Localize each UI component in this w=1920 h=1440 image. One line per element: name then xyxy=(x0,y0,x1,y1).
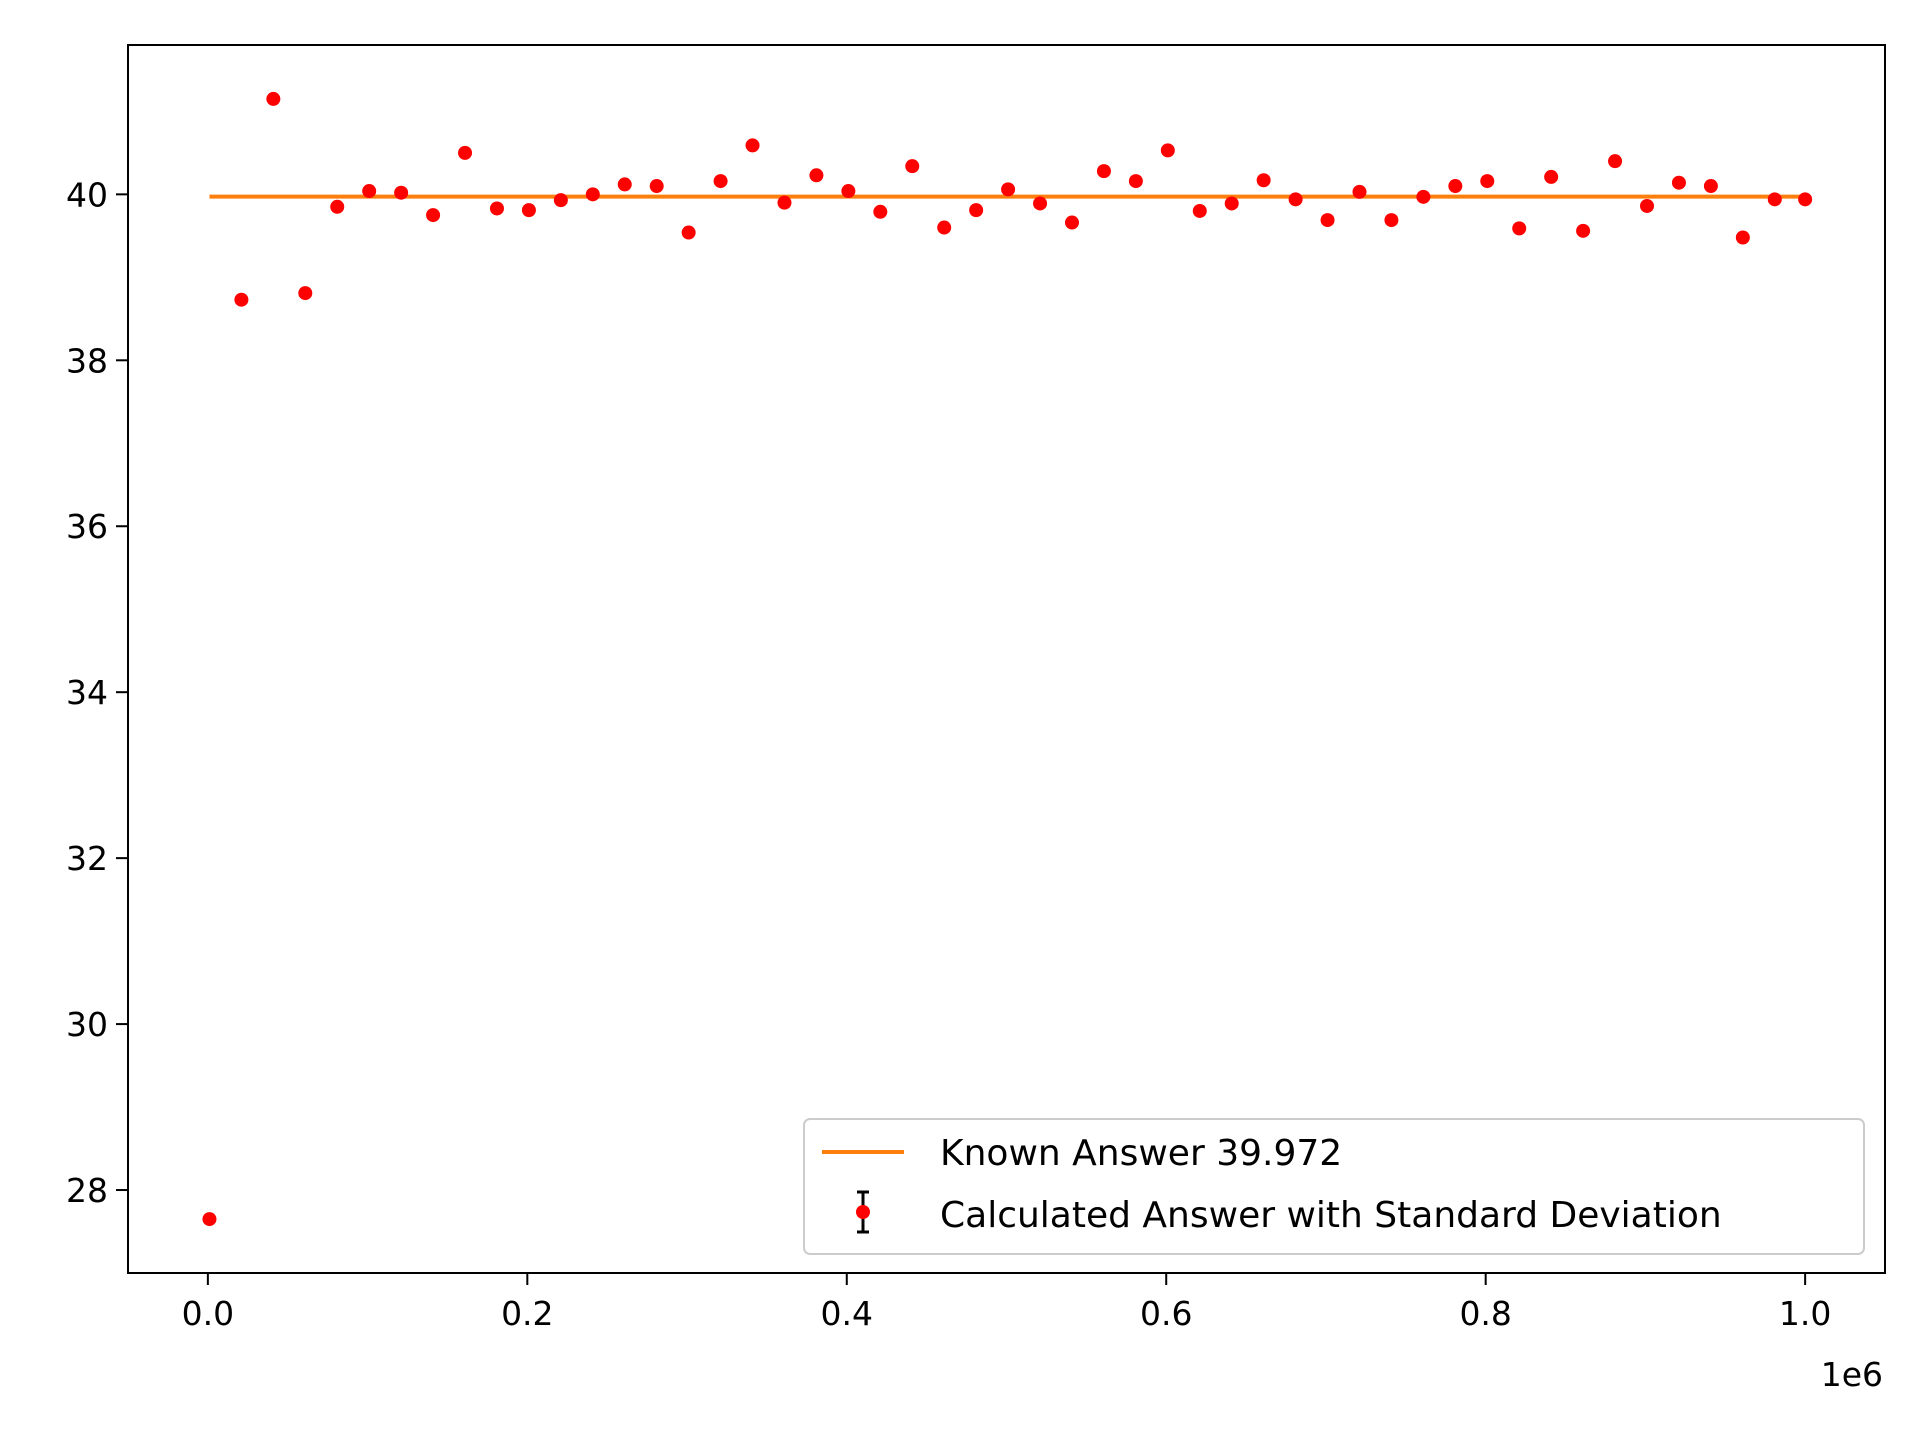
legend-point-marker xyxy=(856,1205,870,1219)
data-point xyxy=(1735,230,1750,245)
data-point xyxy=(937,220,952,235)
data-point xyxy=(458,145,473,160)
x-tick-label: 0.2 xyxy=(501,1294,553,1333)
data-point xyxy=(1033,196,1048,211)
data-point xyxy=(617,177,632,192)
data-point xyxy=(1608,154,1623,169)
data-point xyxy=(553,193,568,208)
data-point xyxy=(1001,182,1016,197)
legend-label-known-answer: Known Answer 39.972 xyxy=(940,1133,1342,1174)
data-point xyxy=(1416,189,1431,204)
data-point xyxy=(266,91,281,106)
data-point xyxy=(841,184,856,199)
data-point xyxy=(1798,192,1813,207)
data-point xyxy=(713,174,728,189)
data-point xyxy=(234,292,249,307)
y-tick-label: 34 xyxy=(66,673,108,712)
x-tick-label: 0.8 xyxy=(1459,1294,1511,1333)
x-axis: 0.0 0.2 0.4 0.6 0.8 1.0 xyxy=(182,1273,1831,1333)
data-point xyxy=(1576,223,1591,238)
y-tick-label: 28 xyxy=(66,1171,108,1210)
x-tick-label: 0.0 xyxy=(182,1294,234,1333)
data-point xyxy=(681,225,696,240)
data-point xyxy=(298,286,313,301)
data-point xyxy=(330,199,345,214)
data-point xyxy=(1224,196,1239,211)
y-axis: 28 30 32 34 36 38 40 xyxy=(66,175,128,1210)
y-tick-label: 40 xyxy=(66,175,108,214)
data-point xyxy=(585,187,600,202)
data-point xyxy=(1320,213,1335,228)
data-point xyxy=(202,1212,217,1227)
plot-frame xyxy=(127,44,1886,1274)
data-point xyxy=(649,179,664,194)
x-tick-label: 0.4 xyxy=(821,1294,873,1333)
legend: Known Answer 39.972 Calculated Answer wi… xyxy=(803,1118,1865,1255)
y-tick-label: 32 xyxy=(66,839,108,878)
data-point xyxy=(521,203,536,218)
series-layer xyxy=(202,91,1813,1227)
data-point xyxy=(873,204,888,219)
data-point xyxy=(1703,179,1718,194)
data-point xyxy=(1288,192,1303,207)
legend-frame xyxy=(803,1118,1865,1255)
y-tick-label: 36 xyxy=(66,507,108,546)
x-tick-label: 1.0 xyxy=(1779,1294,1831,1333)
plot-area xyxy=(128,45,1885,1273)
data-point xyxy=(1256,173,1271,188)
data-point xyxy=(1448,179,1463,194)
data-point xyxy=(426,208,441,223)
data-point xyxy=(1352,184,1367,199)
data-point xyxy=(1767,192,1782,207)
x-axis-offset-label: 1e6 xyxy=(1821,1355,1883,1394)
data-point xyxy=(1192,203,1207,218)
data-point xyxy=(1160,143,1175,158)
data-point xyxy=(1640,198,1655,213)
legend-swatch-calculated-answer xyxy=(856,1190,870,1234)
y-tick-label: 38 xyxy=(66,341,108,380)
data-point xyxy=(1512,221,1527,236)
data-point xyxy=(394,185,409,200)
data-point xyxy=(1671,175,1686,190)
data-point xyxy=(362,184,377,199)
data-point xyxy=(777,195,792,210)
data-point xyxy=(1544,169,1559,184)
y-tick-label: 30 xyxy=(66,1005,108,1044)
data-point xyxy=(1096,164,1111,179)
data-point xyxy=(1480,174,1495,189)
data-point xyxy=(969,203,984,218)
x-tick-label: 0.6 xyxy=(1140,1294,1192,1333)
data-point xyxy=(1384,213,1399,228)
data-point xyxy=(1064,215,1079,230)
data-point xyxy=(745,138,760,153)
legend-label-calculated-answer: Calculated Answer with Standard Deviatio… xyxy=(940,1195,1722,1236)
data-point xyxy=(489,201,504,216)
data-point xyxy=(809,168,824,183)
data-point xyxy=(905,159,920,174)
data-point xyxy=(1128,174,1143,189)
